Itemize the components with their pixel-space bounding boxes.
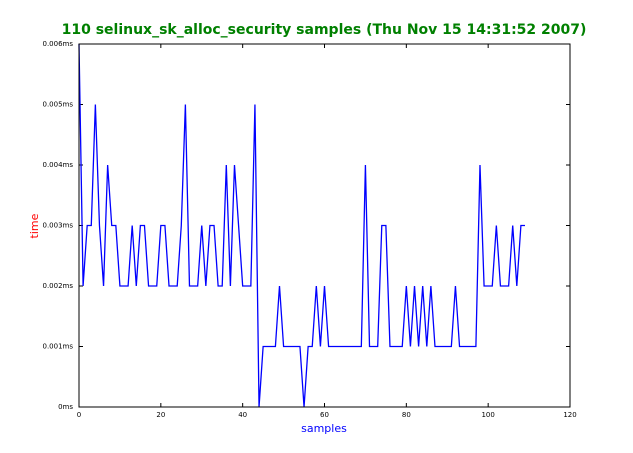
y-tick-label: 0.001ms <box>42 343 73 351</box>
chart-title: 110 selinux_sk_alloc_security samples (T… <box>62 22 587 38</box>
y-tick-label: 0.003ms <box>42 222 73 230</box>
y-tick-label: 0.005ms <box>42 101 73 109</box>
x-axis-label: samples <box>301 422 347 435</box>
y-axis-label: time <box>28 213 41 238</box>
x-tick-label: 120 <box>563 411 576 419</box>
data-line <box>78 43 525 408</box>
x-tick-label: 40 <box>238 411 247 419</box>
x-tick-label: 0 <box>77 411 81 419</box>
x-tick-label: 20 <box>156 411 165 419</box>
y-tick-label: 0.006ms <box>42 40 73 48</box>
x-tick-label: 80 <box>402 411 411 419</box>
y-tick-label: 0.004ms <box>42 161 73 169</box>
y-tick-label: 0.002ms <box>42 282 73 290</box>
x-tick-label: 60 <box>320 411 329 419</box>
plot-frame <box>78 43 571 408</box>
x-tick-label: 100 <box>481 411 494 419</box>
y-tick-label: 0ms <box>58 403 73 411</box>
